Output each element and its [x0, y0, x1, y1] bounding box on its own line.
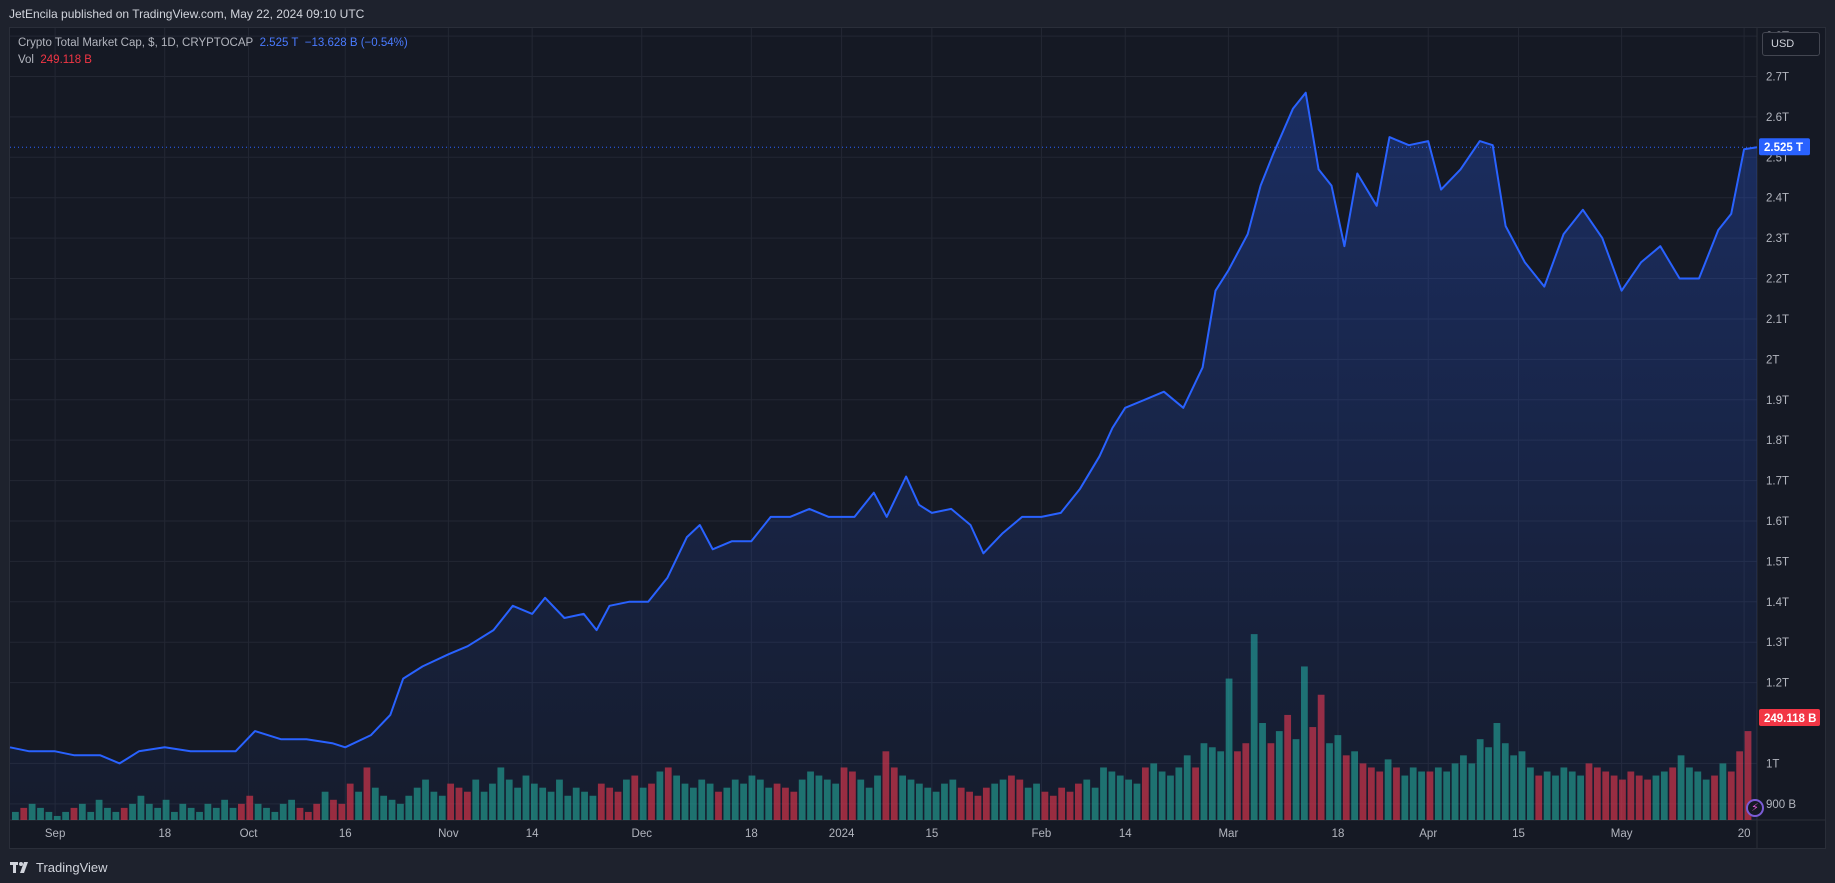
y-tick-label: 1.4T: [1766, 597, 1789, 609]
last-price-tag: [1759, 138, 1810, 156]
volume-tag: [1759, 709, 1820, 726]
x-tick-label: 18: [158, 828, 171, 840]
volume-tag-label: 249.118 B: [1764, 713, 1816, 725]
last-price-tag-label: 2.525 T: [1764, 142, 1803, 154]
chart-legend: Crypto Total Market Cap, $, 1D, CRYPTOCA…: [18, 35, 408, 69]
y-tick-label: 900 B: [1766, 799, 1796, 811]
price-area-fill: [10, 92, 1757, 820]
y-tick-label: 1.7T: [1766, 476, 1789, 488]
x-tick-label: Dec: [632, 828, 653, 840]
y-tick-label: 1.3T: [1766, 637, 1789, 649]
tradingview-brand[interactable]: TradingView: [10, 860, 108, 875]
y-tick-label: 1.2T: [1766, 678, 1789, 690]
x-tick-label: May: [1611, 828, 1633, 840]
x-tick-label: Apr: [1419, 828, 1437, 840]
lightning-icon[interactable]: ⚡: [1746, 799, 1764, 817]
x-tick-label: 20: [1738, 828, 1751, 840]
y-tick-label: 2T: [1766, 354, 1779, 366]
y-tick-label: 2.7T: [1766, 71, 1789, 83]
legend-change: −13.628 B (−0.54%): [304, 37, 408, 49]
currency-selector[interactable]: USD: [1762, 32, 1820, 56]
legend-volume-row: Vol 249.118 B: [18, 52, 408, 69]
y-tick-label: 2.3T: [1766, 233, 1789, 245]
top-bar: JetEncila published on TradingView.com, …: [0, 0, 1835, 27]
x-tick-label: Mar: [1218, 828, 1238, 840]
tradingview-logo-icon: [10, 861, 28, 873]
x-tick-label: 16: [339, 828, 352, 840]
legend-last-value: 2.525 T: [259, 37, 299, 49]
y-tick-label: 1.8T: [1766, 435, 1789, 447]
price-line: [9, 91, 1758, 765]
legend-vol-value: 249.118 B: [40, 54, 92, 66]
bottom-bar: [0, 849, 1835, 883]
y-tick-label: 1.6T: [1766, 516, 1789, 528]
x-tick-label: 18: [1332, 828, 1345, 840]
y-tick-label: 2.5T: [1766, 152, 1789, 164]
x-tick-label: 14: [1119, 828, 1132, 840]
legend-symbol[interactable]: Crypto Total Market Cap, $, 1D, CRYPTOCA…: [18, 37, 254, 49]
legend-vol-label[interactable]: Vol: [18, 54, 34, 66]
x-tick-label: 15: [1512, 828, 1525, 840]
y-tick-label: 1T: [1766, 758, 1779, 770]
y-tick-label: 2.2T: [1766, 274, 1789, 286]
x-tick-label: 18: [745, 828, 758, 840]
brand-label: TradingView: [36, 860, 108, 875]
y-tick-label: 2.4T: [1766, 193, 1789, 205]
legend-main-row: Crypto Total Market Cap, $, 1D, CRYPTOCA…: [18, 35, 408, 52]
x-tick-label: 2024: [829, 828, 855, 840]
y-tick-label: 1.9T: [1766, 395, 1789, 407]
x-tick-label: Sep: [45, 828, 65, 840]
x-tick-label: Oct: [240, 828, 259, 840]
y-tick-label: 2.6T: [1766, 112, 1789, 124]
x-tick-label: Nov: [438, 828, 459, 840]
y-tick-label: 2.1T: [1766, 314, 1789, 326]
x-tick-label: 15: [925, 828, 938, 840]
publish-info: JetEncila published on TradingView.com, …: [9, 7, 365, 21]
x-tick-label: 14: [526, 828, 539, 840]
y-tick-label: 1.5T: [1766, 556, 1789, 568]
x-tick-label: Feb: [1032, 828, 1052, 840]
